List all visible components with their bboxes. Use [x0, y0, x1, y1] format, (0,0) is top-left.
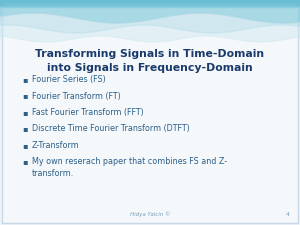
- Text: ▪: ▪: [22, 158, 27, 166]
- Text: Hidya Yalcin ©: Hidya Yalcin ©: [130, 211, 170, 217]
- Text: ▪: ▪: [22, 124, 27, 133]
- Text: Fast Fourier Transform (FFT): Fast Fourier Transform (FFT): [32, 108, 144, 117]
- FancyBboxPatch shape: [2, 2, 298, 223]
- Text: ▪: ▪: [22, 75, 27, 84]
- Text: ▪: ▪: [22, 141, 27, 150]
- Text: Transforming Signals in Time-Domain
into Signals in Frequency-Domain: Transforming Signals in Time-Domain into…: [35, 49, 265, 73]
- Text: Discrete Time Fourier Transform (DTFT): Discrete Time Fourier Transform (DTFT): [32, 124, 190, 133]
- Text: Fourier Series (FS): Fourier Series (FS): [32, 75, 106, 84]
- Text: Fourier Transform (FT): Fourier Transform (FT): [32, 92, 121, 101]
- Text: My own reserach paper that combines FS and Z-
transform.: My own reserach paper that combines FS a…: [32, 158, 227, 178]
- Text: Z-Transform: Z-Transform: [32, 141, 80, 150]
- Text: ▪: ▪: [22, 92, 27, 101]
- Text: ▪: ▪: [22, 108, 27, 117]
- Text: 4: 4: [286, 212, 290, 217]
